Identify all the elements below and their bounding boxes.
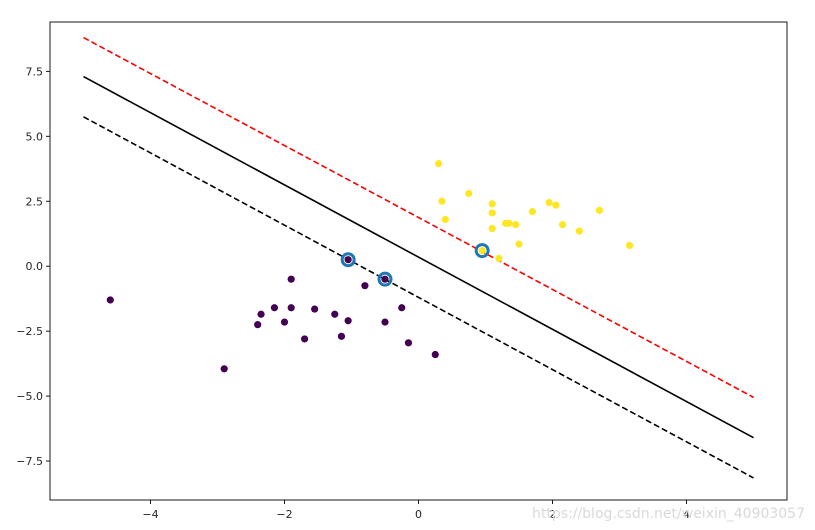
y-tick-label-0: −7.5 [16,455,43,468]
data-point-s1-19 [478,247,486,255]
data-point-s0-7 [287,275,295,283]
data-point-s1-3 [465,189,473,198]
y-axis: −7.5 −5.0 −2.5 0.0 2.5 5.0 7.5 [16,65,50,468]
y-tick-label-5: 5.0 [26,130,44,143]
data-point-s1-12 [528,208,537,216]
support-vector-0 [340,252,356,268]
data-point-s1-11 [515,240,523,248]
support-vector-2 [474,243,490,259]
data-point-s1-4 [488,200,496,208]
lines-layer [83,36,754,479]
data-point-s0-17 [431,350,439,359]
x-tick-label-2: 0 [415,508,422,521]
data-point-s1-13 [545,198,553,207]
data-point-s1-5 [488,209,496,217]
data-point-s0-18 [344,256,352,264]
series-line-0 [83,75,754,439]
points-layer [106,159,634,373]
data-point-s0-4 [270,304,279,312]
data-point-s1-17 [595,206,604,214]
data-point-s0-8 [301,335,309,343]
data-point-s0-0 [106,296,114,304]
x-axis: −4 −2 0 2 4 [142,500,690,521]
data-point-s1-1 [438,197,446,205]
y-tick-label-3: 0.0 [26,260,44,273]
y-tick-label-6: 7.5 [26,65,44,78]
x-tick-label-3: 2 [549,508,556,521]
data-point-s0-15 [398,304,406,312]
data-point-s0-14 [381,318,389,326]
y-tick-label-2: −2.5 [16,325,43,338]
data-point-s1-16 [575,227,583,235]
data-point-s0-6 [287,304,295,312]
watermark: https://blog.csdn.net/weixin_40903057 [532,506,805,522]
data-point-s0-13 [361,282,369,290]
data-point-s0-19 [381,275,389,283]
data-point-s1-14 [552,201,560,209]
data-point-s1-18 [625,241,634,250]
data-point-s1-15 [558,221,567,229]
data-point-s0-1 [220,365,228,373]
data-point-s1-7 [495,254,503,263]
data-point-s1-10 [512,221,520,229]
plot-area [49,21,788,501]
y-tick-label-4: 2.5 [26,195,44,208]
series-line-1 [83,36,754,399]
series-line-2 [83,116,754,479]
support-vector-1 [377,271,393,287]
data-point-s0-5 [280,318,289,326]
data-point-s0-11 [337,332,346,340]
y-tick-label-1: −5.0 [16,390,43,403]
data-point-s0-16 [404,339,413,347]
x-tick-label-1: −2 [276,508,292,521]
x-tick-label-0: −4 [142,508,158,521]
data-point-s1-2 [441,215,449,224]
data-point-s0-12 [344,317,352,325]
data-point-s0-9 [311,305,319,313]
data-point-s0-2 [254,321,262,329]
data-point-s1-6 [488,224,496,233]
data-point-s0-3 [257,310,265,318]
x-tick-label-4: 4 [683,508,690,521]
data-point-s0-10 [331,310,339,318]
data-point-s1-9 [505,219,513,227]
data-point-s1-0 [435,159,443,168]
